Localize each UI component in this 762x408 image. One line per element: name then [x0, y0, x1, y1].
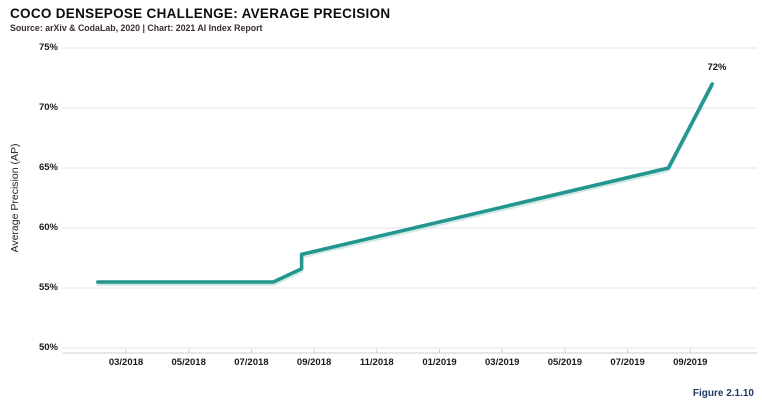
chart-title: COCO DENSEPOSE CHALLENGE: AVERAGE PRECIS… — [10, 6, 391, 21]
x-tick-label: 05/2019 — [547, 357, 583, 368]
x-tick-label: 09/2018 — [296, 357, 332, 368]
x-tick-label: 11/2018 — [359, 357, 394, 368]
x-tick-label: 05/2018 — [171, 357, 206, 368]
x-tick-label: 07/2018 — [234, 357, 269, 368]
y-tick-label: 60% — [38, 222, 58, 233]
y-tick-label: 55% — [38, 282, 58, 293]
y-tick-label: 65% — [38, 162, 58, 173]
x-tick-label: 01/2019 — [422, 357, 457, 368]
x-tick-label: 03/2019 — [485, 357, 520, 368]
figure-number: Figure 2.1.10 — [692, 388, 754, 399]
y-tick-label: 50% — [38, 342, 58, 353]
x-tick-label: 07/2019 — [610, 357, 645, 368]
y-tick-label: 70% — [38, 102, 58, 113]
chart-source: Source: arXiv & CodaLab, 2020 | Chart: 2… — [10, 23, 263, 33]
y-tick-label: 75% — [38, 42, 58, 53]
x-tick-label: 09/2019 — [673, 357, 708, 368]
x-tick-label: 03/2018 — [108, 357, 144, 368]
ap-line-shadow — [96, 85, 714, 286]
data-point-label: 72% — [707, 62, 727, 73]
ap-line — [96, 82, 715, 284]
